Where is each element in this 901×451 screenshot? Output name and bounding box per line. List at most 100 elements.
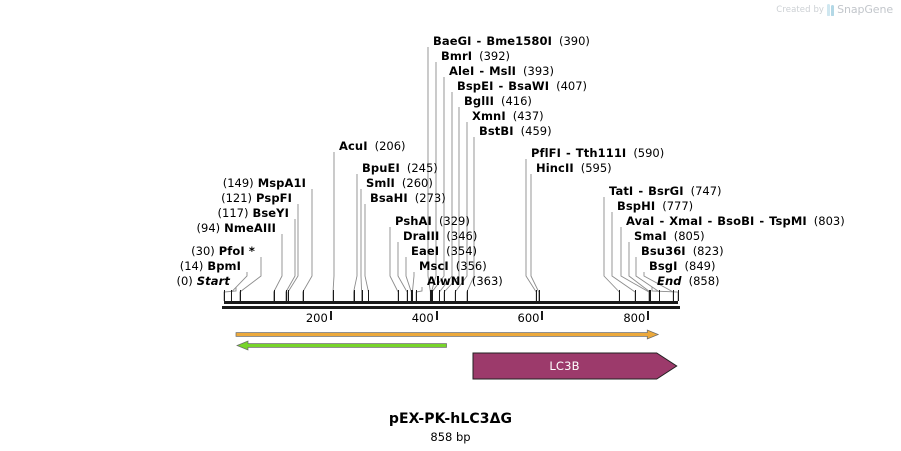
cut-site-tick-tati-bsrgi — [619, 290, 621, 301]
enzyme-label-smli[interactable]: SmlI (260) — [366, 177, 433, 190]
enzyme-label-mspa1i[interactable]: (149) MspA1I — [0, 177, 306, 190]
enzyme-label-baegi-bme1580i[interactable]: BaeGI - Bme1580I (390) — [433, 35, 590, 48]
cut-site-tick-bseyi — [285, 290, 287, 301]
cut-site-tick-pflfi-tth111i — [536, 290, 538, 301]
enzyme-position-hincii: (595) — [580, 161, 612, 175]
enzyme-label-pflfi-tth111i[interactable]: PflFI - Tth111I (590) — [531, 147, 664, 160]
enzyme-label-acui[interactable]: AcuI (206) — [339, 140, 406, 153]
cut-site-tick-hincii — [538, 290, 540, 301]
enzyme-label-bspei-bsawi[interactable]: BspEI - BsaWI (407) — [457, 80, 587, 93]
leader-line-bpuei — [353, 174, 358, 301]
enzyme-position-eaei: (354) — [446, 244, 478, 258]
enzyme-label-alei-msli[interactable]: AleI - MslI (393) — [449, 65, 554, 78]
enzyme-label-bseyi[interactable]: (117) BseYI — [0, 207, 289, 220]
feature-arrow-shape-green-region — [235, 340, 447, 351]
feature-green-region[interactable] — [235, 340, 447, 351]
enzyme-position-bpuei: (245) — [406, 161, 438, 175]
leader-line-bglii — [443, 107, 460, 301]
enzyme-label-start[interactable]: (0) Start — [0, 275, 230, 288]
enzyme-position-avai-xmai-bsobi-tspmi: (803) — [813, 214, 845, 228]
enzyme-label-nmeaiii[interactable]: (94) NmeAIII — [0, 222, 276, 235]
enzyme-label-pshai[interactable]: PshAI (329) — [395, 215, 470, 228]
enzyme-label-bsgi[interactable]: BsgI (849) — [649, 260, 715, 273]
feature-orange-region[interactable] — [235, 329, 659, 340]
enzyme-position-pshai: (329) — [438, 214, 470, 228]
enzyme-label-bsu36i[interactable]: Bsu36I (823) — [641, 245, 724, 258]
enzyme-label-bpuei[interactable]: BpuEI (245) — [362, 162, 438, 175]
enzyme-label-xmni[interactable]: XmnI (437) — [472, 110, 544, 123]
enzyme-label-avai-xmai-bsobi-tspmi[interactable]: AvaI - XmaI - BsoBI - TspMI (803) — [626, 215, 845, 228]
enzyme-separator: - — [755, 214, 769, 228]
cut-site-tick-bglii — [444, 290, 446, 301]
enzyme-name-nmeaiii-0: NmeAIII — [224, 221, 276, 235]
enzyme-name-bpuei-0: BpuEI — [362, 161, 400, 175]
enzyme-name-pshai-0: PshAI — [395, 214, 432, 228]
plasmid-size-label: 858 bp — [430, 430, 471, 444]
enzyme-label-bpmi[interactable]: (14) BpmI — [0, 260, 241, 273]
cut-site-tick-smai — [649, 290, 651, 301]
enzyme-separator: - — [475, 64, 489, 78]
enzyme-position-mspa1i: (149) — [222, 176, 254, 190]
leader-line-eaei — [405, 257, 412, 301]
enzyme-label-bglii[interactable]: BglII (416) — [464, 95, 532, 108]
enzyme-name-draiii-0: DraIII — [403, 229, 440, 243]
snapgene-logo-icon — [827, 3, 835, 16]
enzyme-name-start-0: Start — [196, 274, 230, 288]
enzyme-label-alwni[interactable]: AlwNI (363) — [427, 275, 503, 288]
enzyme-position-bpmi: (14) — [179, 259, 204, 273]
cut-site-tick-acui — [333, 290, 334, 301]
enzyme-name-alei-msli-0: AleI — [449, 64, 475, 78]
feature-arrow-shape-orange-region — [235, 329, 659, 340]
cut-site-tick-pfoi — [239, 290, 241, 301]
enzyme-label-end[interactable]: End (858) — [657, 275, 720, 288]
enzyme-name-pflfi-tth111i-1: Tth111I — [575, 146, 627, 160]
cut-site-tick-bsgi — [673, 290, 675, 301]
enzyme-label-eaei[interactable]: EaeI (354) — [411, 245, 477, 258]
enzyme-name-bsphi-0: BspHI — [617, 199, 656, 213]
cut-site-tick-alwni — [416, 290, 418, 301]
enzyme-name-avai-xmai-bsobi-tspmi-2: BsoBI — [717, 214, 755, 228]
enzyme-label-pspfi[interactable]: (121) PspFI — [0, 192, 292, 205]
enzyme-position-pfoi: (30) — [191, 244, 215, 258]
cut-site-tick-baegi-bme1580i — [430, 290, 432, 301]
cut-site-tick-pshai — [398, 290, 400, 301]
enzyme-name-bsu36i-0: Bsu36I — [641, 244, 686, 258]
enzyme-name-pfoi-0: PfoI * — [218, 244, 255, 258]
enzyme-label-draiii[interactable]: DraIII (346) — [403, 230, 477, 243]
cut-site-tick-bsphi — [635, 290, 637, 301]
enzyme-name-tati-bsrgi-0: TatI — [609, 184, 634, 198]
leader-line-hincii — [530, 174, 540, 301]
enzyme-position-nmeaiii: (94) — [196, 221, 221, 235]
leader-line-pspfi — [287, 204, 299, 301]
enzyme-label-hincii[interactable]: HincII (595) — [536, 162, 612, 175]
feature-lc3b[interactable]: LC3B — [472, 352, 678, 380]
enzyme-separator: - — [562, 146, 575, 160]
cut-site-tick-end — [678, 290, 679, 301]
enzyme-label-bsphi[interactable]: BspHI (777) — [617, 200, 693, 213]
enzyme-name-smli-0: SmlI — [366, 176, 395, 190]
cut-site-tick-start — [224, 290, 225, 301]
enzyme-label-msci[interactable]: MscI (356) — [419, 260, 487, 273]
axis-tick-400 — [435, 311, 438, 320]
enzyme-name-bsgi-0: BsgI — [649, 259, 678, 273]
enzyme-position-bglii: (416) — [501, 94, 532, 108]
cut-site-tick-draiii — [407, 290, 409, 301]
enzyme-label-pfoi[interactable]: (30) PfoI * — [0, 245, 255, 258]
enzyme-name-hincii-0: HincII — [536, 161, 574, 175]
enzyme-label-smai[interactable]: SmaI (805) — [634, 230, 705, 243]
enzyme-name-baegi-bme1580i-1: Bme1580I — [486, 34, 552, 48]
enzyme-name-mspa1i-0: MspA1I — [257, 176, 306, 190]
enzyme-name-bglii-0: BglII — [464, 94, 494, 108]
enzyme-label-bstbi[interactable]: BstBI (459) — [479, 125, 552, 138]
enzyme-label-bmri[interactable]: BmrI (392) — [441, 50, 510, 63]
cut-site-tick-bmri — [431, 290, 433, 301]
enzyme-label-bsahi[interactable]: BsaHI (273) — [370, 192, 446, 205]
page-title: pEX-PK-hLC3ΔG — [388, 411, 513, 427]
cut-site-tick-nmeaiii — [273, 290, 275, 301]
enzyme-label-tati-bsrgi[interactable]: TatI - BsrGI (747) — [609, 185, 722, 198]
enzyme-name-tati-bsrgi-1: BsrGI — [648, 184, 684, 198]
enzyme-name-bpmi-0: BpmI — [207, 259, 241, 273]
enzyme-position-bspei-bsawi: (407) — [556, 79, 588, 93]
enzyme-name-alei-msli-1: MslI — [489, 64, 517, 78]
